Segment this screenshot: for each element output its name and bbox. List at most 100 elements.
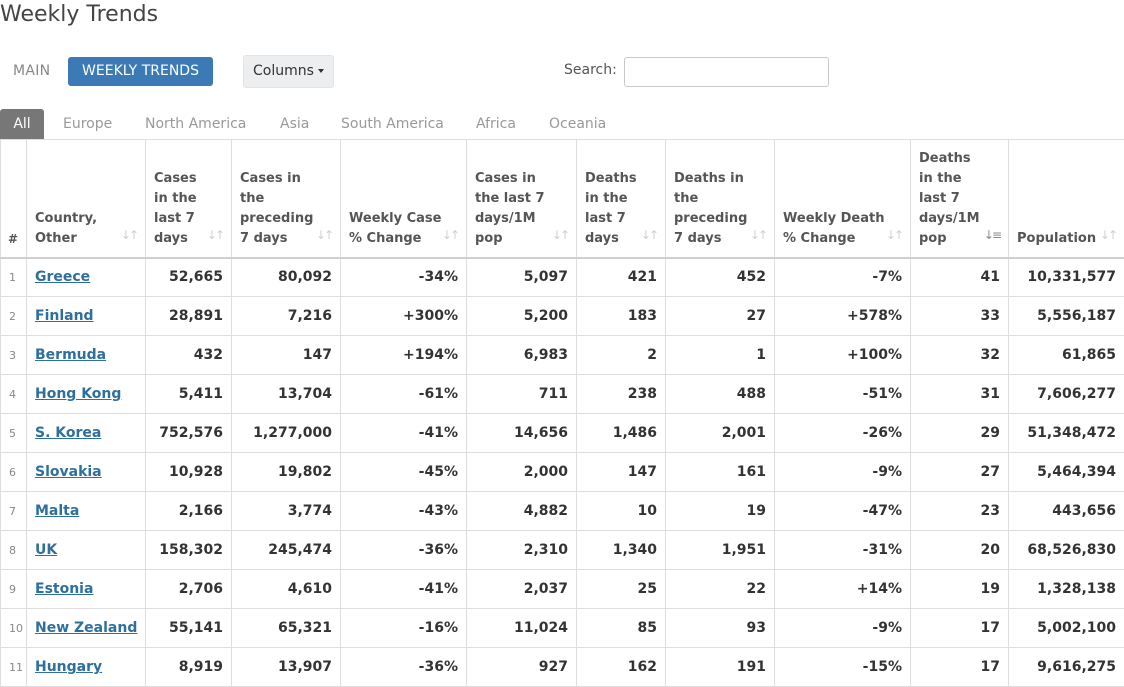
columns-dropdown-button[interactable]: Columns bbox=[243, 55, 334, 88]
deaths-7d-cell: 162 bbox=[577, 648, 666, 687]
weekly-case-change-cell: -43% bbox=[341, 492, 467, 531]
deaths-7d-cell: 85 bbox=[577, 609, 666, 648]
population-cell: 443,656 bbox=[1009, 492, 1124, 531]
sort-arrows-icon[interactable]: ↓↑ bbox=[207, 225, 223, 245]
col-deaths-7d-per-1m-header[interactable]: Deaths in the last 7 days/1M pop↓≡ bbox=[911, 140, 1009, 258]
cases-prev-7d-cell: 65,321 bbox=[232, 609, 341, 648]
col-weekly-death-change-header[interactable]: Weekly Death % Change↓↑ bbox=[775, 140, 911, 258]
country-cell: New Zealand bbox=[27, 609, 146, 648]
sort-arrows-icon[interactable]: ↓↑ bbox=[750, 225, 766, 245]
sort-arrows-icon[interactable]: ↓↑ bbox=[886, 225, 902, 245]
country-cell: Estonia bbox=[27, 570, 146, 609]
deaths-prev-7d-cell: 488 bbox=[666, 375, 775, 414]
sort-arrows-icon[interactable]: ↓↑ bbox=[1100, 225, 1116, 245]
country-link[interactable]: UK bbox=[35, 542, 57, 558]
deaths-prev-7d-cell: 19 bbox=[666, 492, 775, 531]
page-title: Weekly Trends bbox=[0, 0, 158, 30]
cases-7d-cell: 432 bbox=[146, 336, 232, 375]
deaths-prev-7d-cell: 27 bbox=[666, 297, 775, 336]
col-country-header[interactable]: Country, Other↓↑ bbox=[27, 140, 146, 258]
sort-arrows-icon[interactable]: ↓↑ bbox=[316, 225, 332, 245]
search-input[interactable] bbox=[624, 57, 829, 87]
tab-north-america[interactable]: North America bbox=[145, 109, 246, 139]
col-population-header[interactable]: Population↓↑ bbox=[1009, 140, 1124, 258]
weekly-death-change-cell: +14% bbox=[775, 570, 911, 609]
weekly-death-change-cell: -15% bbox=[775, 648, 911, 687]
header-label: Weekly Death % Change bbox=[783, 209, 886, 249]
deaths-7d-per-1m-cell: 17 bbox=[911, 609, 1009, 648]
col-deaths-prev-7d-header[interactable]: Deaths in the preceding 7 days↓↑ bbox=[666, 140, 775, 258]
weekly-death-change-cell: -51% bbox=[775, 375, 911, 414]
country-link[interactable]: Bermuda bbox=[35, 347, 106, 363]
deaths-7d-per-1m-cell: 23 bbox=[911, 492, 1009, 531]
cases-7d-per-1m-cell: 14,656 bbox=[467, 414, 577, 453]
weekly-trends-button[interactable]: WEEKLY TRENDS bbox=[68, 57, 213, 86]
row-index-cell: 3 bbox=[1, 336, 27, 375]
col-deaths-7d-header[interactable]: Deaths in the last 7 days↓↑ bbox=[577, 140, 666, 258]
col-cases-7d-header[interactable]: Cases in the last 7 days↓↑ bbox=[146, 140, 232, 258]
country-link[interactable]: New Zealand bbox=[35, 620, 137, 636]
weekly-death-change-cell: +578% bbox=[775, 297, 911, 336]
sort-arrows-icon[interactable]: ↓↑ bbox=[641, 225, 657, 245]
row-index-cell: 5 bbox=[1, 414, 27, 453]
tab-europe[interactable]: Europe bbox=[63, 109, 112, 139]
row-index-cell: 7 bbox=[1, 492, 27, 531]
cases-7d-per-1m-cell: 2,310 bbox=[467, 531, 577, 570]
weekly-case-change-cell: -45% bbox=[341, 453, 467, 492]
col-cases-prev-7d-header[interactable]: Cases in the preceding 7 days↓↑ bbox=[232, 140, 341, 258]
cases-7d-cell: 55,141 bbox=[146, 609, 232, 648]
country-link[interactable]: Estonia bbox=[35, 581, 93, 597]
population-cell: 5,002,100 bbox=[1009, 609, 1124, 648]
deaths-7d-per-1m-cell: 31 bbox=[911, 375, 1009, 414]
sort-desc-icon[interactable]: ↓≡ bbox=[984, 225, 1000, 245]
col-cases-7d-per-1m-header[interactable]: Cases in the last 7 days/1M pop↓↑ bbox=[467, 140, 577, 258]
cases-7d-cell: 752,576 bbox=[146, 414, 232, 453]
country-link[interactable]: S. Korea bbox=[35, 425, 101, 441]
country-link[interactable]: Slovakia bbox=[35, 464, 102, 480]
weekly-case-change-cell: -41% bbox=[341, 414, 467, 453]
country-link[interactable]: Hong Kong bbox=[35, 386, 121, 402]
row-index-cell: 2 bbox=[1, 297, 27, 336]
sort-arrows-icon[interactable]: ↓↑ bbox=[442, 225, 458, 245]
weekly-death-change-cell: -7% bbox=[775, 258, 911, 297]
weekly-case-change-cell: -36% bbox=[341, 648, 467, 687]
row-index-cell: 10 bbox=[1, 609, 27, 648]
tab-africa[interactable]: Africa bbox=[476, 109, 516, 139]
tab-asia[interactable]: Asia bbox=[280, 109, 309, 139]
cases-prev-7d-cell: 245,474 bbox=[232, 531, 341, 570]
country-cell: UK bbox=[27, 531, 146, 570]
search-label: Search: bbox=[564, 62, 617, 78]
row-index-cell: 11 bbox=[1, 648, 27, 687]
country-link[interactable]: Finland bbox=[35, 308, 94, 324]
deaths-7d-cell: 1,486 bbox=[577, 414, 666, 453]
cases-prev-7d-cell: 80,092 bbox=[232, 258, 341, 297]
header-label: # bbox=[8, 229, 26, 249]
tab-south-america[interactable]: South America bbox=[341, 109, 444, 139]
col-weekly-case-change-header[interactable]: Weekly Case % Change↓↑ bbox=[341, 140, 467, 258]
header-label: Country, Other bbox=[35, 209, 121, 249]
weekly-case-change-cell: -34% bbox=[341, 258, 467, 297]
sort-arrows-icon[interactable]: ↓↑ bbox=[121, 225, 137, 245]
country-link[interactable]: Hungary bbox=[35, 659, 102, 675]
country-cell: Finland bbox=[27, 297, 146, 336]
weekly-case-change-cell: -36% bbox=[341, 531, 467, 570]
deaths-7d-cell: 1,340 bbox=[577, 531, 666, 570]
country-link[interactable]: Malta bbox=[35, 503, 79, 519]
cases-7d-cell: 2,706 bbox=[146, 570, 232, 609]
tab-all[interactable]: All bbox=[0, 109, 44, 139]
cases-7d-cell: 2,166 bbox=[146, 492, 232, 531]
main-nav-link[interactable]: MAIN bbox=[13, 63, 50, 79]
row-index-cell: 6 bbox=[1, 453, 27, 492]
row-index-cell: 8 bbox=[1, 531, 27, 570]
population-cell: 68,526,830 bbox=[1009, 531, 1124, 570]
header-label: Cases in the last 7 days bbox=[154, 169, 207, 249]
country-link[interactable]: Greece bbox=[35, 269, 90, 285]
tab-oceania[interactable]: Oceania bbox=[549, 109, 606, 139]
country-cell: Hong Kong bbox=[27, 375, 146, 414]
weekly-trends-table: #Country, Other↓↑Cases in the last 7 day… bbox=[0, 139, 1124, 687]
sort-arrows-icon[interactable]: ↓↑ bbox=[552, 225, 568, 245]
deaths-7d-cell: 147 bbox=[577, 453, 666, 492]
